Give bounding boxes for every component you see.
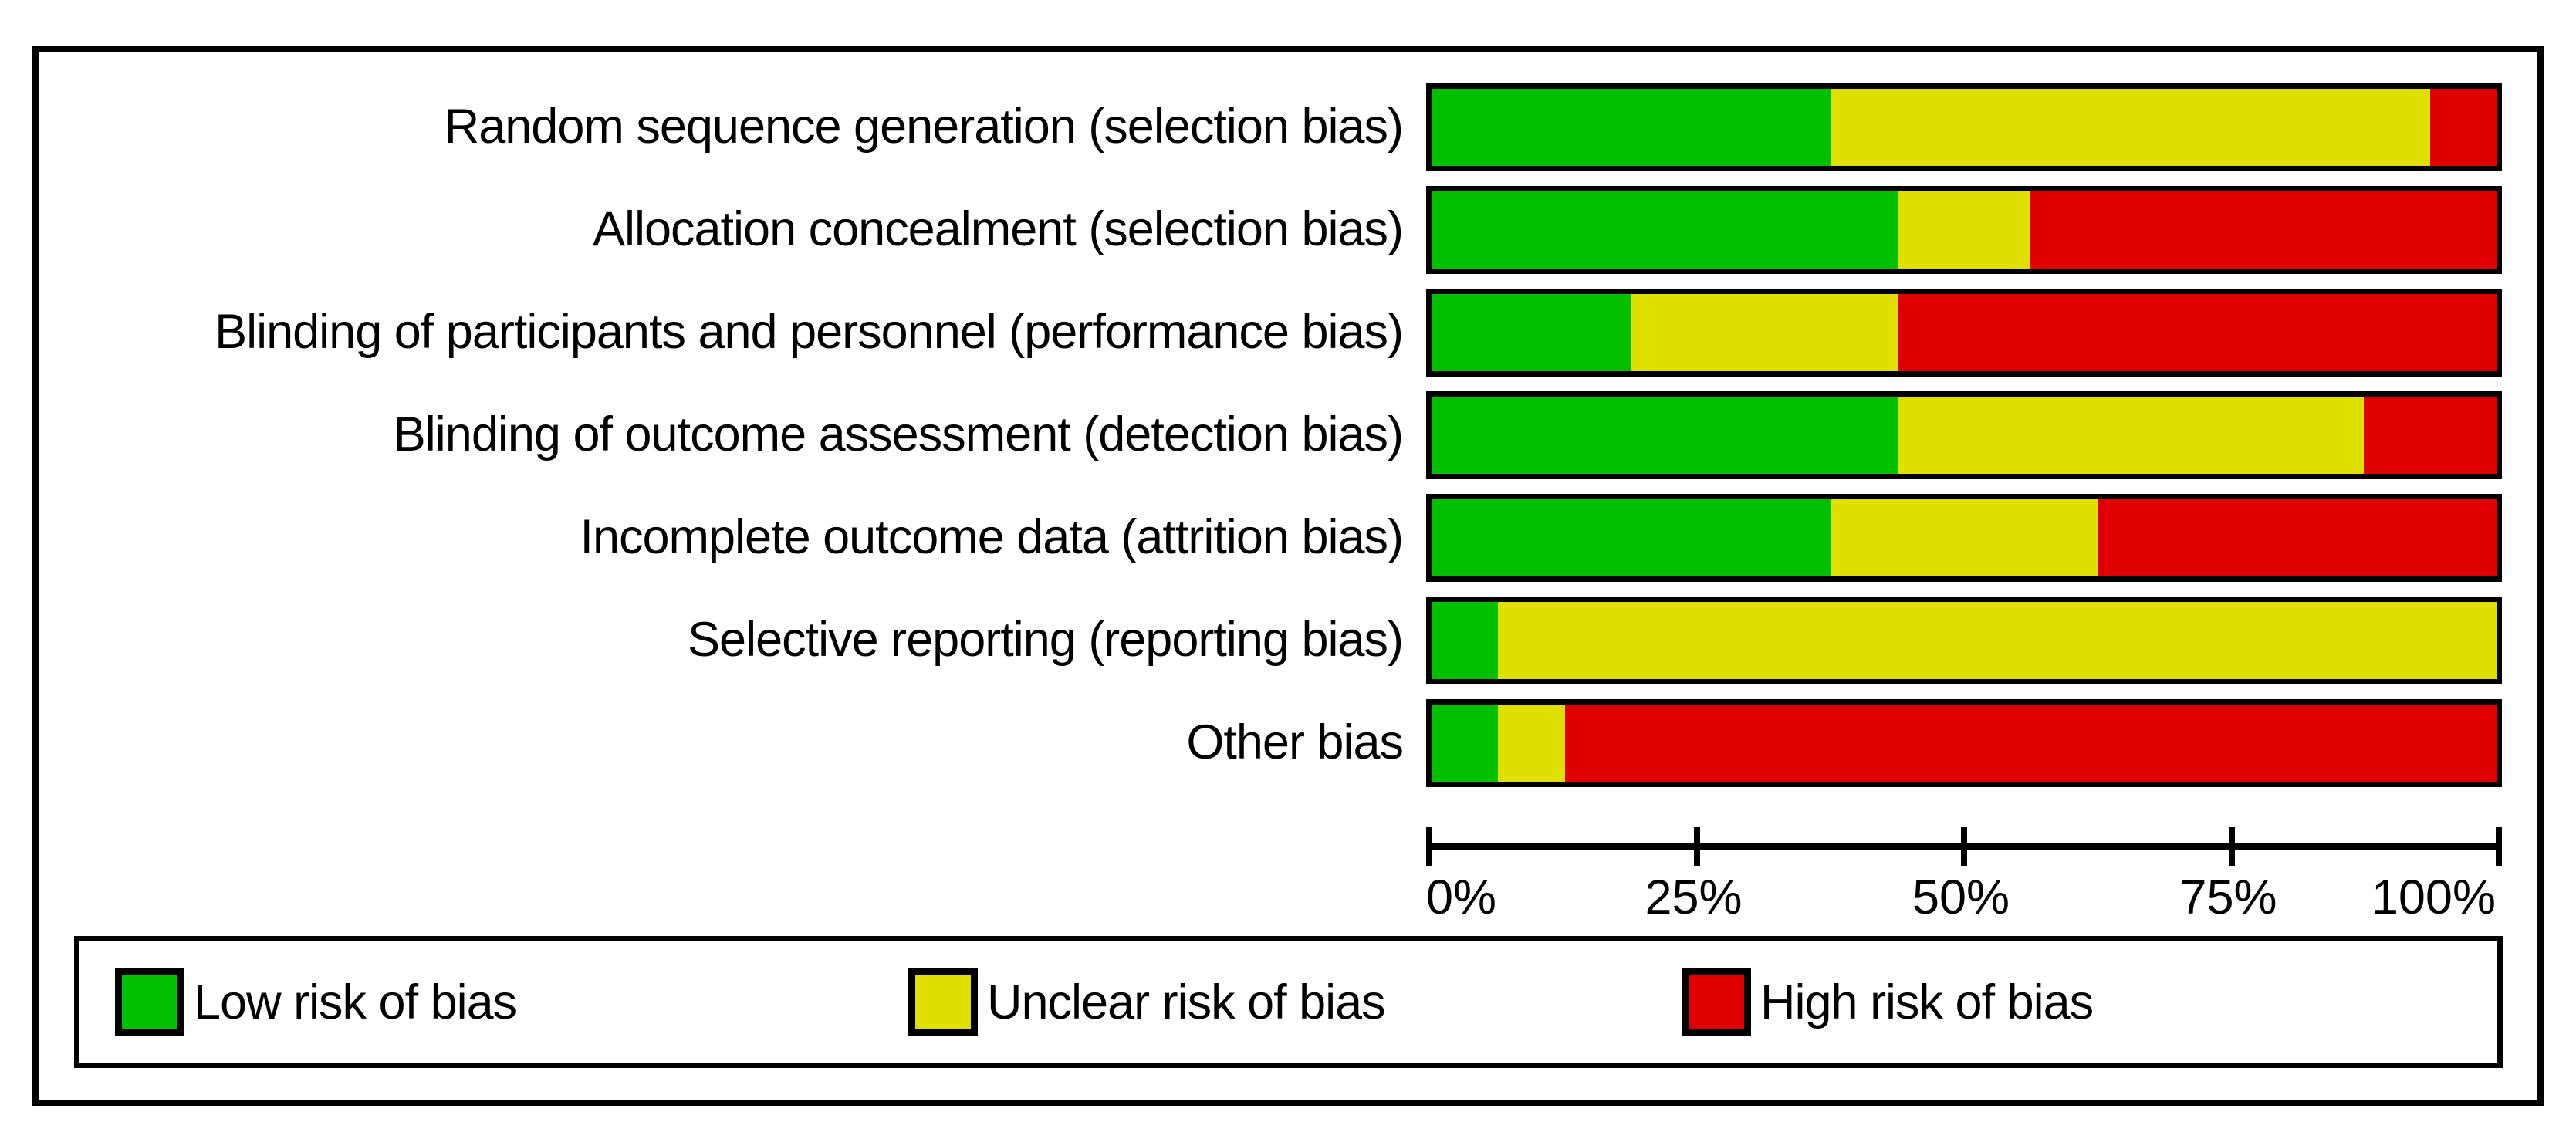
x-axis-tick-label: 0%	[1426, 870, 1497, 924]
stacked-bar	[1426, 597, 2502, 684]
legend-item-low-risk: Low risk of bias	[115, 968, 517, 1037]
stacked-bar	[1426, 699, 2502, 787]
legend-label: High risk of bias	[1760, 975, 2094, 1029]
bar-segment-low	[1432, 89, 1831, 166]
bar-row: Incomplete outcome data (attrition bias)	[39, 494, 2537, 582]
bar-segment-low	[1432, 499, 1831, 576]
stacked-bar	[1426, 289, 2502, 377]
legend-item-high-risk: High risk of bias	[1682, 968, 2094, 1037]
bar-row: Selective reporting (reporting bias)	[39, 597, 2537, 684]
bar-segment-unclear	[1498, 602, 2497, 679]
bar-row: Blinding of outcome assessment (detectio…	[39, 391, 2537, 479]
high-risk-swatch	[1682, 968, 1751, 1036]
category-label: Blinding of outcome assessment (detectio…	[393, 407, 1404, 461]
stacked-bar	[1426, 186, 2502, 274]
bar-segment-unclear	[1897, 397, 2364, 474]
bar-segment-low	[1432, 602, 1499, 679]
legend-box: Low risk of bias Unclear risk of bias Hi…	[74, 936, 2503, 1068]
bar-row: Allocation concealment (selection bias)	[39, 186, 2537, 274]
bars-area: Random sequence generation (selection bi…	[39, 83, 2537, 802]
figure-frame: Random sequence generation (selection bi…	[32, 46, 2544, 1106]
x-axis-tick	[1693, 827, 1700, 866]
bar-segment-high	[1897, 294, 2497, 371]
x-axis-tick-label: 75%	[2179, 870, 2277, 924]
legend-label: Unclear risk of bias	[987, 975, 1386, 1029]
category-label: Random sequence generation (selection bi…	[444, 100, 1404, 154]
bar-segment-high	[2363, 397, 2497, 474]
stacked-bar	[1426, 494, 2502, 582]
x-axis-tick	[1426, 827, 1432, 866]
category-label: Other bias	[1186, 715, 1404, 769]
bar-segment-high	[2030, 191, 2497, 269]
x-axis-tick	[1961, 827, 1967, 866]
x-axis-tick	[2228, 827, 2235, 866]
legend-label: Low risk of bias	[194, 975, 517, 1029]
bar-segment-low	[1432, 294, 1631, 371]
x-axis: 0% 25% 50% 75% 100%	[1426, 827, 2502, 970]
bar-segment-unclear	[1831, 89, 2430, 166]
category-label: Allocation concealment (selection bias)	[592, 202, 1404, 256]
low-risk-swatch	[115, 968, 184, 1036]
category-label: Blinding of participants and personnel (…	[215, 305, 1404, 359]
bar-segment-unclear	[1831, 499, 2098, 576]
x-axis-tick-label: 25%	[1645, 870, 1743, 924]
bar-row: Blinding of participants and personnel (…	[39, 289, 2537, 377]
bar-segment-low	[1432, 397, 1898, 474]
bar-segment-unclear	[1897, 191, 2031, 269]
legend-item-unclear-risk: Unclear risk of bias	[908, 968, 1386, 1037]
x-axis-tick-label: 100%	[2371, 870, 2496, 924]
stacked-bar	[1426, 391, 2502, 479]
bar-segment-low	[1432, 191, 1898, 269]
x-axis-tick-label: 50%	[1912, 870, 2010, 924]
bar-segment-high	[2097, 499, 2497, 576]
bar-segment-low	[1432, 705, 1499, 782]
unclear-risk-swatch	[908, 968, 978, 1036]
bar-segment-unclear	[1498, 705, 1565, 782]
x-axis-labels: 0% 25% 50% 75% 100%	[1426, 870, 2496, 931]
bar-row: Other bias	[39, 699, 2537, 787]
category-label: Incomplete outcome data (attrition bias)	[580, 510, 1404, 564]
category-label: Selective reporting (reporting bias)	[688, 613, 1404, 667]
stacked-bar	[1426, 83, 2502, 171]
bar-row: Random sequence generation (selection bi…	[39, 83, 2537, 171]
x-axis-tick	[2496, 827, 2502, 866]
bar-segment-high	[2429, 89, 2497, 166]
bar-segment-high	[1564, 705, 2497, 782]
bar-segment-unclear	[1631, 294, 1898, 371]
